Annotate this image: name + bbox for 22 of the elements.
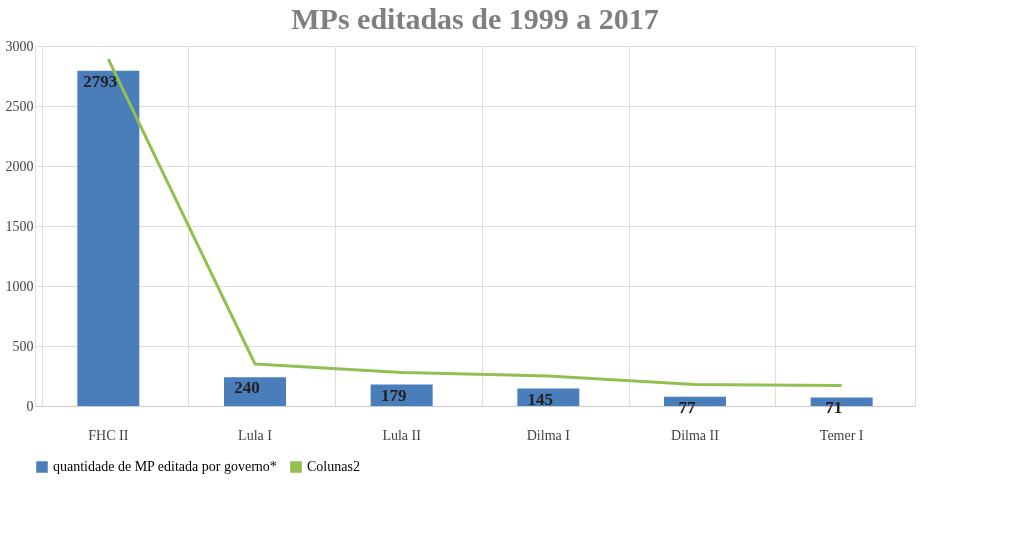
chart-title: MPs editadas de 1999 a 2017 bbox=[291, 2, 659, 35]
y-tick-label: 1000 bbox=[5, 278, 34, 294]
legend-label: quantidade de MP editada por governo* bbox=[53, 459, 277, 474]
data-label: 145 bbox=[527, 389, 554, 409]
y-tick-label: 2500 bbox=[5, 98, 34, 114]
data-label: 179 bbox=[380, 385, 407, 405]
x-tick-label: Lula II bbox=[382, 427, 422, 443]
x-tick-label: Lula I bbox=[238, 427, 273, 443]
x-tick-label: Dilma II bbox=[671, 427, 720, 443]
legend-label: Colunas2 bbox=[307, 459, 360, 474]
bar bbox=[77, 70, 140, 406]
y-tick-label: 0 bbox=[26, 398, 34, 414]
y-tick-label: 1500 bbox=[5, 218, 34, 234]
data-label: 2793 bbox=[83, 71, 118, 91]
bar bbox=[224, 377, 286, 406]
y-tick-label: 500 bbox=[12, 338, 34, 354]
x-tick-label: FHC II bbox=[88, 427, 129, 443]
y-tick-label: 2000 bbox=[5, 158, 34, 174]
y-tick-label: 3000 bbox=[5, 38, 34, 54]
data-label: 240 bbox=[234, 378, 260, 398]
x-tick-label: Dilma I bbox=[526, 427, 571, 443]
x-tick-label: Temer I bbox=[819, 427, 864, 443]
